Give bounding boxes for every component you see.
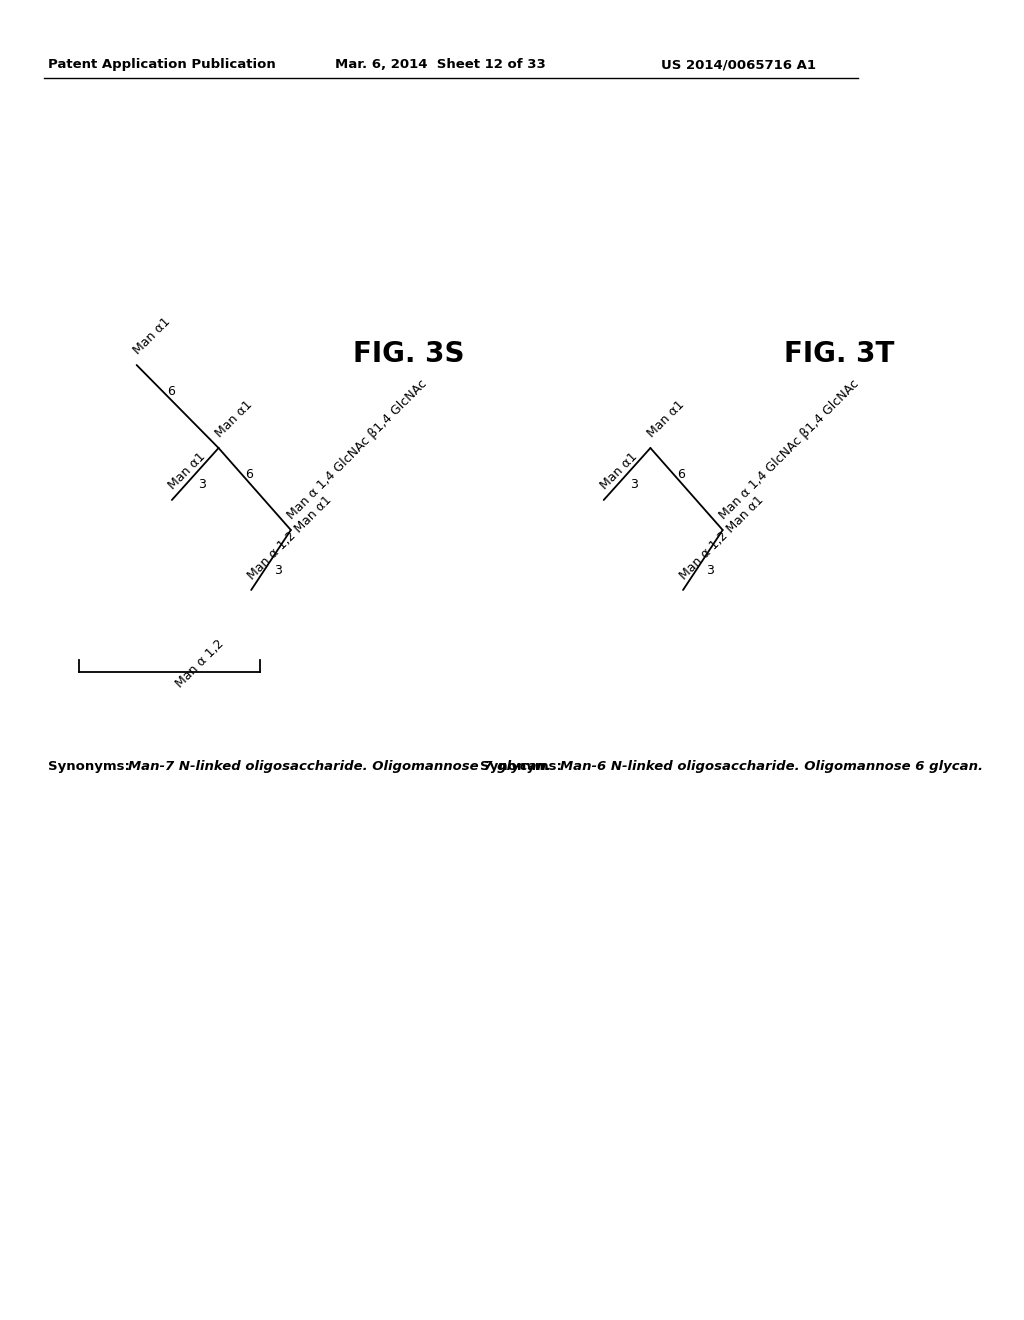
Text: Man α 1,2: Man α 1,2 [174,636,227,690]
Text: 3: 3 [274,564,282,577]
Text: Man α 1,2 Man α1: Man α 1,2 Man α1 [246,492,335,582]
Text: Man α1: Man α1 [166,450,208,492]
Text: 6: 6 [245,469,253,480]
Text: 6: 6 [677,469,685,480]
Text: FIG. 3S: FIG. 3S [352,341,464,368]
Text: Mar. 6, 2014  Sheet 12 of 33: Mar. 6, 2014 Sheet 12 of 33 [335,58,546,71]
Text: US 2014/0065716 A1: US 2014/0065716 A1 [662,58,816,71]
Text: 3: 3 [199,478,206,491]
Text: Man α 1,4 GlcNAc β1,4 GlcNAc: Man α 1,4 GlcNAc β1,4 GlcNAc [717,378,862,521]
Text: 3: 3 [706,564,714,577]
Text: Man α 1,2 Man α1: Man α 1,2 Man α1 [677,492,766,582]
Text: Man α1: Man α1 [213,397,255,440]
Text: Synonyms:: Synonyms: [480,760,562,774]
Text: 3: 3 [630,478,638,491]
Text: Man α 1,4 GlcNAc β1,4 GlcNAc: Man α 1,4 GlcNAc β1,4 GlcNAc [285,378,430,521]
Text: Man α1: Man α1 [598,450,640,492]
Text: Synonyms:: Synonyms: [48,760,130,774]
Text: Man-7 N-linked oligosaccharide. Oligomannose 7 glycan.: Man-7 N-linked oligosaccharide. Oligoman… [128,760,551,774]
Text: Man α1: Man α1 [131,315,173,356]
Text: FIG. 3T: FIG. 3T [784,341,895,368]
Text: Patent Application Publication: Patent Application Publication [48,58,276,71]
Text: Man-6 N-linked oligosaccharide. Oligomannose 6 glycan.: Man-6 N-linked oligosaccharide. Oligoman… [560,760,983,774]
Text: 6: 6 [168,385,175,399]
Text: Man α1: Man α1 [645,397,687,440]
